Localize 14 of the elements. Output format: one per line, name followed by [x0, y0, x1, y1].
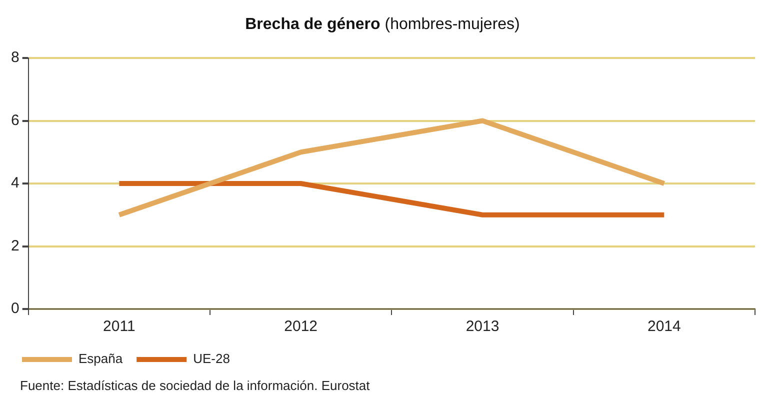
y-tick-label: 2: [11, 237, 20, 254]
x-tick-label: 2011: [103, 318, 136, 336]
y-tick-label: 4: [11, 174, 20, 192]
y-tick-label: 8: [11, 49, 20, 66]
chart-title: Brecha de género: [245, 16, 380, 33]
y-tick-label: 0: [11, 300, 20, 318]
x-tick-label: 2012: [284, 318, 318, 336]
x-tick-label: 2013: [466, 318, 500, 336]
legend-label: UE-28: [193, 351, 230, 366]
x-tick-label: 2014: [647, 318, 681, 336]
y-tick-label: 6: [11, 112, 20, 129]
legend-label: España: [78, 351, 124, 366]
chart-subtitle: (hombres-mujeres): [384, 16, 520, 33]
source-note: Fuente: Estadísticas de sociedad de la información. Eurostat: [20, 378, 370, 393]
